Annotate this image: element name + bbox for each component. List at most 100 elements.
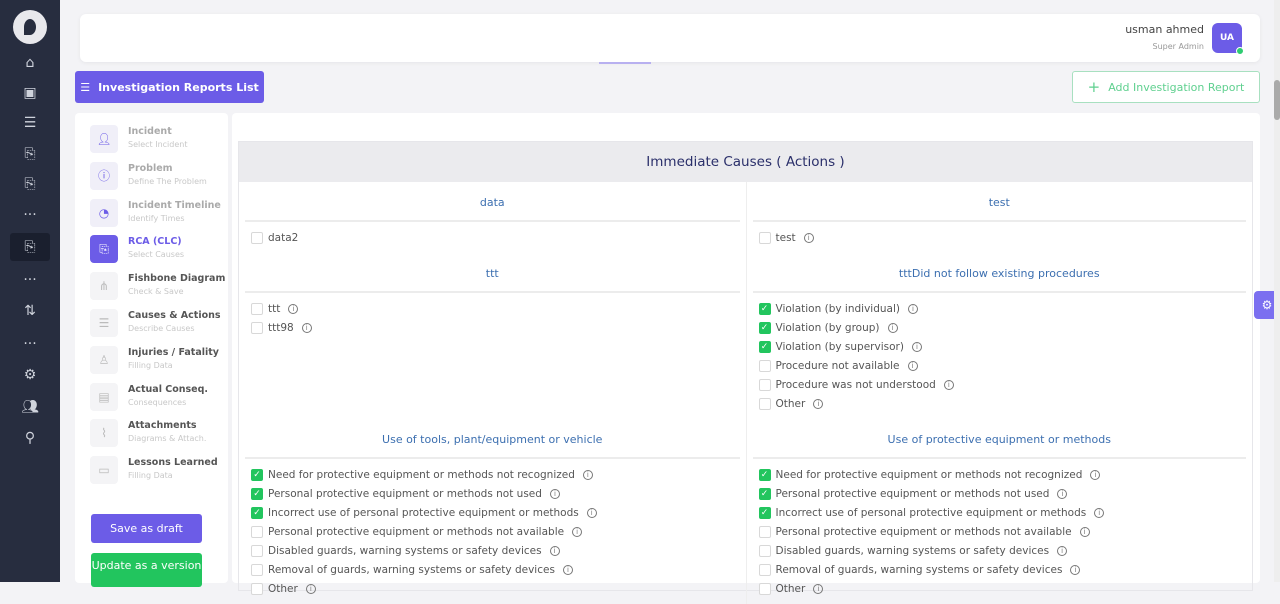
cause-checkbox-item[interactable]: Procedure was not understood i (758, 375, 1247, 394)
step-item[interactable]: ♙ Injuries / Fatality Filling Data (90, 345, 219, 374)
info-icon[interactable]: i (1070, 564, 1081, 575)
checkbox[interactable] (758, 359, 771, 372)
step-item[interactable]: ⋔ Fishbone Diagram Check & Save (90, 272, 225, 301)
info-icon[interactable]: i (582, 469, 593, 480)
checkbox[interactable] (758, 563, 771, 576)
step-item[interactable]: 👤︎ Incident Select Incident (90, 125, 187, 153)
avatar[interactable]: UA (1212, 23, 1244, 55)
info-icon[interactable]: i (907, 360, 918, 371)
info-icon[interactable]: i (1090, 469, 1101, 480)
info-icon[interactable]: i (562, 564, 573, 575)
checkbox[interactable]: ✓ (251, 506, 263, 519)
checkbox[interactable] (251, 563, 263, 576)
checkbox[interactable] (251, 302, 263, 315)
info-icon[interactable]: i (1079, 526, 1090, 537)
cause-checkbox-item[interactable]: Disabled guards, warning systems or safe… (758, 541, 1247, 560)
checkbox[interactable] (251, 525, 263, 538)
step-item[interactable]: ⌇ Attachments Diagrams & Attach. (90, 419, 206, 448)
info-icon[interactable]: i (549, 488, 560, 499)
investigation-reports-list-button[interactable]: ☰ Investigation Reports List (75, 71, 264, 103)
more-icon[interactable]: ··· (23, 272, 37, 288)
info-icon[interactable]: i (549, 545, 560, 556)
save-as-draft-button[interactable]: Save as draft (91, 514, 202, 543)
cause-checkbox-item[interactable]: Personal protective equipment or methods… (251, 522, 740, 541)
info-icon[interactable]: i (288, 303, 299, 314)
step-item[interactable]: ⎘ RCA (CLC) Select Causes (90, 235, 184, 264)
step-item[interactable]: ☰ Causes & Actions Describe Causes (90, 309, 221, 337)
add-investigation-report-button[interactable]: + Add Investigation Report (1072, 71, 1260, 103)
cause-checkbox-item[interactable]: Disabled guards, warning systems or safe… (251, 541, 740, 560)
cause-checkbox-item[interactable]: ✓ Incorrect use of personal protective eq… (251, 503, 740, 522)
user-settings-icon[interactable]: ⚲ (24, 430, 36, 446)
info-icon[interactable]: i (586, 507, 597, 518)
document-icon[interactable]: ☰ (23, 115, 37, 131)
info-icon[interactable]: i (803, 232, 814, 243)
cause-checkbox-item[interactable]: ttt98 i (251, 318, 740, 337)
cause-checkbox-item[interactable]: Personal protective equipment or methods… (758, 522, 1247, 541)
scrollbar[interactable] (1274, 0, 1280, 582)
cause-checkbox-item[interactable]: Procedure not available i (758, 356, 1247, 375)
step-item[interactable]: ◔ Incident Timeline Identify Times (90, 198, 221, 227)
cause-checkbox-item[interactable]: Removal of guards, warning systems or sa… (758, 560, 1247, 579)
cause-checkbox-item[interactable]: ✓ Violation (by supervisor) i (758, 337, 1247, 356)
cause-checkbox-item[interactable]: ✓ Personal protective equipment or method… (251, 484, 740, 503)
info-icon[interactable]: i (813, 583, 824, 594)
info-icon[interactable]: i (1057, 488, 1068, 499)
checkbox[interactable] (758, 397, 771, 410)
gear-icon[interactable]: ⚙ (23, 367, 37, 383)
more-icon[interactable]: ··· (23, 336, 37, 352)
info-icon[interactable]: i (305, 583, 316, 594)
checkbox[interactable] (251, 544, 263, 557)
logo[interactable] (13, 10, 47, 44)
calendar-icon[interactable]: ▣ (23, 85, 37, 101)
cause-checkbox-item[interactable]: test i (758, 228, 1247, 247)
step-item[interactable]: ▤ Actual Conseq. Consequences (90, 382, 208, 411)
cause-checkbox-item[interactable]: ✓ Need for protective equipment or method… (758, 465, 1247, 484)
update-as-version-button[interactable]: Update as a version (91, 553, 202, 587)
home-icon[interactable]: ⌂ (25, 55, 35, 71)
cause-checkbox-item[interactable]: data2 (251, 228, 740, 247)
checkbox[interactable] (758, 378, 771, 391)
transfer-icon[interactable]: ⇅ (24, 303, 36, 319)
checkbox[interactable] (758, 231, 771, 244)
info-icon[interactable]: i (1094, 507, 1105, 518)
cause-checkbox-item[interactable]: ✓ Need for protective equipment or method… (251, 465, 740, 484)
cause-checkbox-item[interactable]: ✓ Violation (by group) i (758, 318, 1247, 337)
info-icon[interactable]: i (907, 303, 918, 314)
checkbox[interactable] (251, 321, 263, 334)
clipboard-search-icon[interactable]: ⎘ (24, 146, 36, 162)
more-icon[interactable]: ··· (23, 207, 37, 223)
step-item[interactable]: ⓘ Problem Define The Problem (90, 161, 207, 190)
cause-checkbox-item[interactable]: ttt i (251, 299, 740, 318)
cause-checkbox-item[interactable]: Removal of guards, warning systems or sa… (251, 560, 740, 579)
checkbox[interactable]: ✓ (251, 468, 263, 481)
cause-checkbox-item[interactable]: ✓ Violation (by individual) i (758, 299, 1247, 318)
users-icon[interactable]: 👥︎ (21, 399, 39, 415)
info-icon[interactable]: i (887, 322, 898, 333)
checkbox[interactable] (251, 231, 263, 244)
checkbox[interactable]: ✓ (758, 302, 771, 315)
checkbox[interactable]: ✓ (758, 487, 771, 500)
checkbox[interactable] (758, 525, 771, 538)
info-icon[interactable]: i (301, 322, 312, 333)
checkbox[interactable]: ✓ (758, 506, 771, 519)
step-item[interactable]: ▭ Lessons Learned Filling Data (90, 456, 218, 485)
info-icon[interactable]: i (1057, 545, 1068, 556)
clipboard-search-icon[interactable]: ⎘ (24, 176, 36, 192)
checkbox[interactable] (758, 544, 771, 557)
cause-checkbox-item[interactable]: ✓ Incorrect use of personal protective eq… (758, 503, 1247, 522)
info-icon[interactable]: i (572, 526, 583, 537)
info-icon[interactable]: i (911, 341, 922, 352)
checkbox[interactable]: ✓ (758, 468, 771, 481)
checkbox[interactable]: ✓ (251, 487, 263, 500)
info-icon[interactable]: i (813, 398, 824, 409)
checkbox[interactable] (251, 582, 263, 595)
cause-checkbox-item[interactable]: ✓ Personal protective equipment or method… (758, 484, 1247, 503)
checkbox[interactable] (758, 582, 771, 595)
checkbox[interactable]: ✓ (758, 321, 771, 334)
checkbox[interactable]: ✓ (758, 340, 771, 353)
scrollbar-thumb[interactable] (1274, 80, 1280, 120)
clipboard-search-icon[interactable]: ⎘ (10, 233, 50, 261)
cause-checkbox-item[interactable]: Other i (758, 394, 1247, 413)
info-icon[interactable]: i (943, 379, 954, 390)
